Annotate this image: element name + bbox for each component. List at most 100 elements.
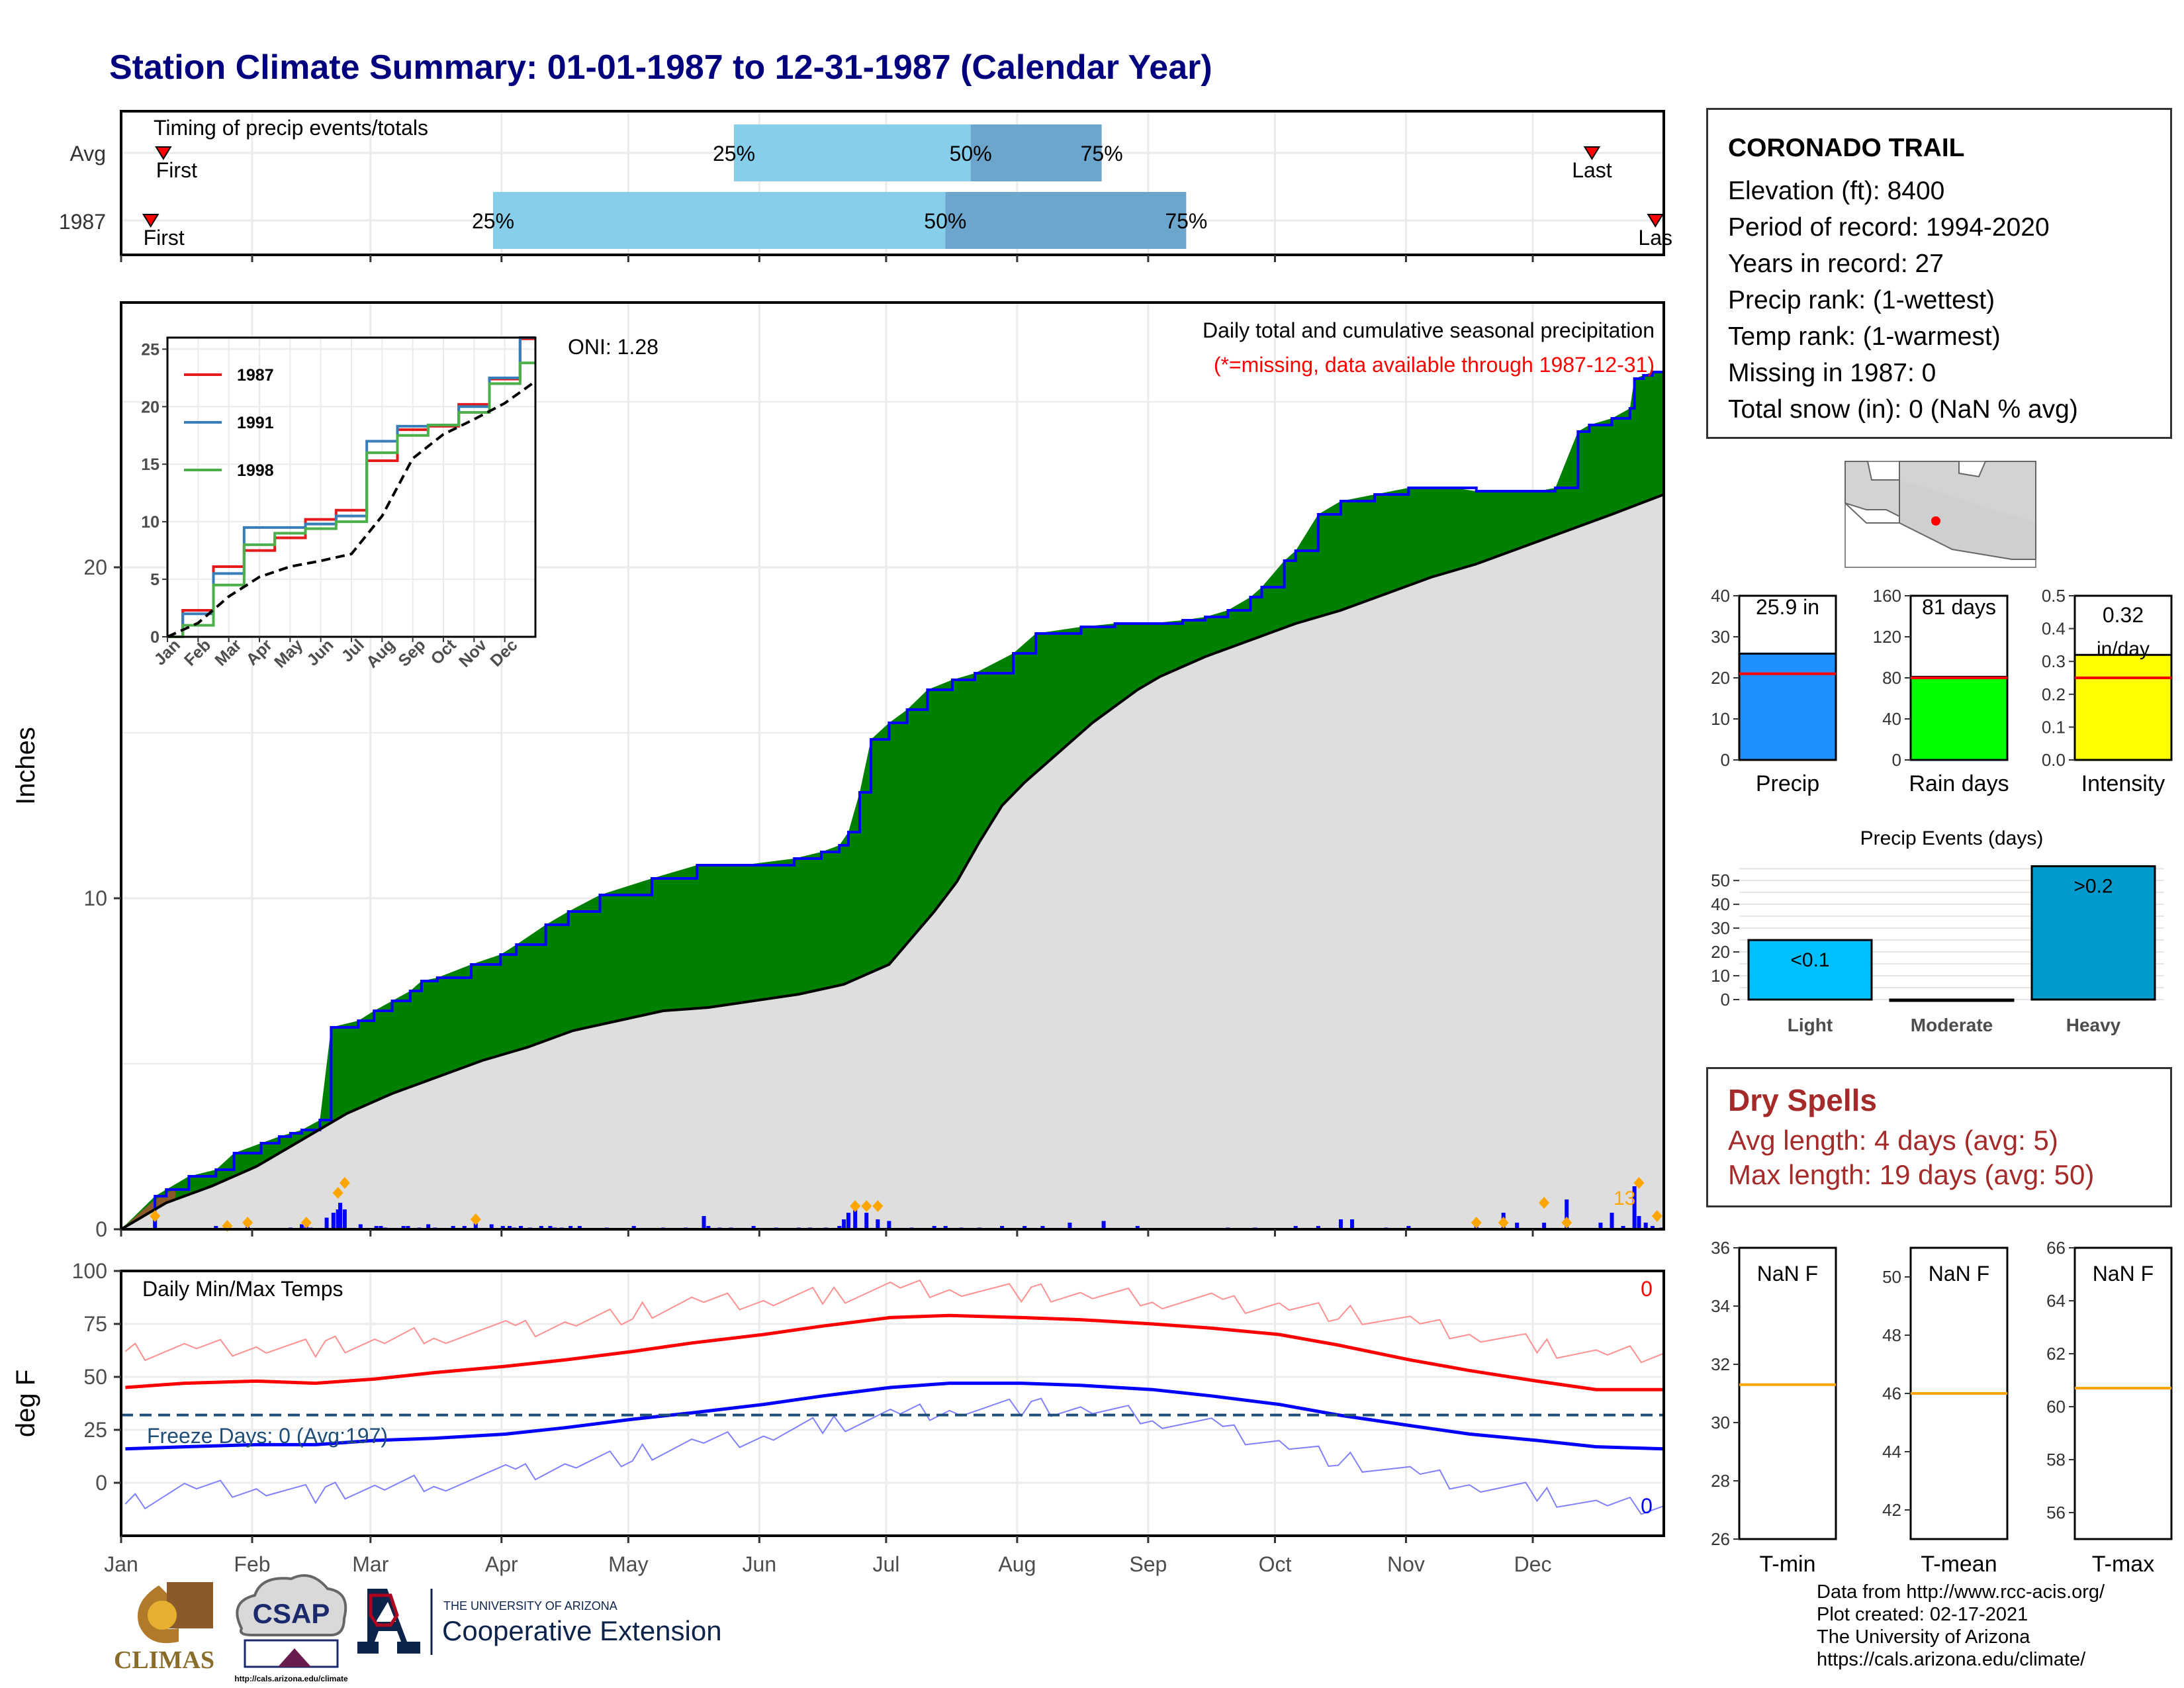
summary-y-tick-label: 0.2 [2042, 684, 2066, 704]
daily-precip-bar [1316, 1226, 1320, 1229]
precip-y-tick-label: 20 [83, 555, 107, 579]
month-label: Jan [104, 1552, 138, 1576]
climas-logo-text: CLIMAS [114, 1646, 214, 1674]
daily-precip-bar [1515, 1223, 1520, 1229]
timing-first-label: First [144, 226, 185, 250]
snow-marker [150, 1210, 161, 1222]
summary-bar [1738, 652, 1837, 761]
snow-marker [872, 1200, 884, 1212]
summary-value-label: 81 days [1922, 595, 1996, 619]
summary-bar [2073, 653, 2173, 761]
temp-panel: 0 25 50 75 100 deg F Daily Min/Max Temps Fre… [11, 1259, 1665, 1537]
inset-series-line [167, 361, 535, 638]
summary-y-tick-label: 0 [1721, 750, 1730, 770]
summary-category-label: Intensity [2081, 771, 2165, 796]
station-location-marker [1931, 516, 1940, 526]
daily-precip-bar [374, 1226, 379, 1229]
temp-min-count: 0 [1641, 1494, 1653, 1518]
precip-ylabel: Inches [11, 727, 40, 805]
temp-y-tick-label: 100 [72, 1259, 107, 1283]
summary-y-tick-label: 0.4 [2042, 619, 2066, 639]
events-category-label: Moderate [1911, 1015, 1993, 1035]
month-axis: Jan Feb Mar Apr May Jun Jul Aug Sep Oct Nov Dec [104, 255, 1552, 1576]
summary-y-tick-label: 0.0 [2042, 750, 2066, 770]
precip-panel: 0 10 20 Inches Daily total and cumulative … [11, 301, 1665, 1241]
daily-precip-bar [489, 1224, 494, 1229]
daily-precip-bar [379, 1226, 383, 1229]
precip-header: Daily total and cumulative seasonal prec… [1203, 318, 1655, 342]
daily-precip-bar [702, 1216, 706, 1229]
daily-precip-bar [751, 1226, 756, 1229]
precip-missing-note: (*=missing, data available through 1987-… [1214, 353, 1655, 377]
daily-precip-bar [876, 1219, 880, 1229]
events-y-tick-label: 20 [1711, 942, 1730, 962]
events-category-label: Heavy [2066, 1015, 2121, 1035]
daily-precip-bar [1338, 1219, 1343, 1229]
temp-summary-frame [1738, 1246, 1837, 1540]
dry-spells-avg: Avg length: 4 days (avg: 5) [1728, 1125, 2058, 1156]
events-value-label: >0.2 [2073, 876, 2113, 898]
daily-precip-bar [887, 1221, 891, 1229]
daily-precip-bar [331, 1213, 336, 1229]
temp-summary-frame [2073, 1246, 2173, 1540]
timing-bar-late [970, 124, 1102, 181]
temp-series-line [125, 1382, 1664, 1451]
temp-summary-value-label: NaN F [1929, 1262, 1989, 1286]
daily-precip-bar [1637, 1216, 1641, 1229]
daily-precip-bar [338, 1203, 343, 1229]
inset-legend-label: 1987 [237, 366, 274, 385]
temp-series-line [125, 1313, 1664, 1391]
timing-last-label: Las [1638, 226, 1672, 250]
daily-precip-bar [846, 1213, 850, 1229]
daily-precip-bar [324, 1217, 329, 1229]
daily-precip-bar [577, 1226, 582, 1229]
temp-summary-y-tick-label: 58 [2046, 1450, 2066, 1470]
temp-summary-y-tick-label: 28 [1711, 1471, 1730, 1491]
snow-marker [1633, 1177, 1645, 1189]
daily-precip-bar [336, 1209, 340, 1229]
daily-precip-bar [401, 1226, 406, 1229]
daily-precip-bar [943, 1226, 948, 1229]
state-map [1844, 461, 2036, 568]
temp-max-count: 0 [1641, 1277, 1653, 1301]
month-label: Jun [743, 1552, 777, 1576]
temp-summary-value-label: NaN F [1757, 1262, 1818, 1286]
daily-precip-bar [214, 1226, 218, 1229]
month-label: Dec [1514, 1552, 1552, 1576]
events-y-tick-label: 30 [1711, 918, 1730, 938]
precip-y-tick-label: 10 [83, 886, 107, 910]
station-years: Years in record: 27 [1728, 250, 1944, 278]
snow-marker [332, 1187, 343, 1199]
events-y-tick-label: 40 [1711, 894, 1730, 914]
events-category-label: Light [1788, 1015, 1833, 1035]
snow-marker [242, 1217, 253, 1229]
events-bar [1747, 939, 1873, 1001]
summary-category-label: Rain days [1909, 771, 2009, 796]
daily-precip-bar [837, 1226, 842, 1229]
timing-first-marker [142, 214, 159, 228]
snow-marker [1498, 1217, 1509, 1229]
daily-precip-bar [853, 1209, 858, 1229]
inset-y-tick-label: 0 [150, 628, 159, 647]
timing-panel: 25% 50% 75% First Last 25% 50% 75% First Las Timi… [59, 110, 1672, 256]
station-precip-rank: Precip rank: (1-wettest) [1728, 286, 1995, 314]
timing-row-label-year: 1987 [59, 210, 106, 234]
summary-y-tick-label: 40 [1711, 586, 1730, 606]
month-label: Aug [998, 1552, 1036, 1576]
temp-summary-y-tick-label: 56 [2046, 1503, 2066, 1523]
timing-panel-label: Timing of precip events/totals [154, 116, 428, 140]
oni-label: ONI: 1.28 [568, 335, 659, 359]
events-y-tick-label: 10 [1711, 966, 1730, 986]
csap-logo: CSAP http://cals.arizona.edu/climate [234, 1574, 348, 1683]
daily-precip-bar [1350, 1219, 1355, 1229]
temp-summary-y-tick-label: 44 [1882, 1442, 1901, 1462]
summary-y-tick-label: 20 [1711, 668, 1730, 688]
credit-data-source: Data from http://www.rcc-acis.org/ [1817, 1581, 2105, 1603]
summary-y-tick-label: 80 [1882, 668, 1901, 688]
summary-y-tick-label: 0 [1892, 750, 1901, 770]
daily-precip-bar [406, 1226, 410, 1229]
station-temp-rank: Temp rank: (1-warmest) [1728, 322, 2001, 351]
ua-logo: THE UNIVERSITY OF ARIZONA Cooperative Ex… [357, 1589, 722, 1655]
daily-precip-bar [864, 1213, 869, 1229]
